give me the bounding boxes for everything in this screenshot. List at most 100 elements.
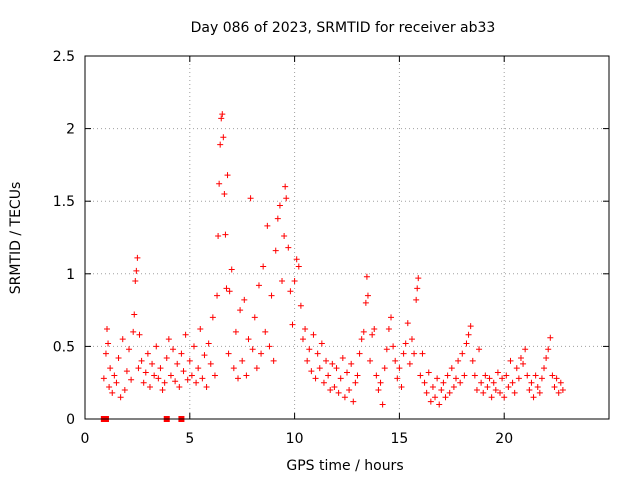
data-point	[188, 372, 195, 379]
data-point	[115, 355, 122, 362]
data-point	[128, 376, 135, 383]
data-point	[436, 401, 443, 408]
data-point	[131, 311, 138, 318]
y-axis-label: SRMTID / TECUs	[8, 182, 24, 295]
data-point	[557, 379, 564, 386]
data-point	[341, 394, 348, 401]
data-point	[482, 372, 489, 379]
data-point	[216, 180, 223, 187]
data-point	[459, 350, 466, 357]
data-point	[513, 365, 520, 372]
data-point	[396, 365, 403, 372]
data-point	[201, 352, 208, 359]
data-point	[149, 360, 156, 367]
data-point	[274, 215, 281, 222]
data-point	[310, 331, 317, 338]
data-point	[434, 375, 441, 382]
data-point	[142, 369, 149, 376]
data-point	[190, 343, 197, 350]
data-point	[245, 336, 252, 343]
data-point	[497, 389, 504, 396]
data-point	[102, 350, 109, 357]
tick-labels: 0 5 10 15 20 0 0.5 1 1.5 2 2.5	[53, 49, 513, 447]
chart-title: Day 086 of 2023, SRMTID for receiver ab3…	[191, 20, 496, 36]
x-tick-label: 10	[286, 431, 304, 447]
data-point	[119, 336, 126, 343]
data-point	[473, 386, 480, 393]
data-point	[333, 365, 340, 372]
data-point	[381, 365, 388, 372]
data-point	[167, 372, 174, 379]
data-point	[394, 375, 401, 382]
data-point	[465, 331, 472, 338]
data-point	[211, 372, 218, 379]
data-point	[215, 233, 222, 240]
data-point	[195, 365, 202, 372]
data-point	[165, 336, 172, 343]
data-point	[364, 292, 371, 299]
axis-ticks	[84, 55, 609, 420]
data-point	[448, 365, 455, 372]
data-point	[478, 379, 485, 386]
data-point	[104, 325, 111, 332]
data-point	[363, 273, 370, 280]
data-point	[329, 360, 336, 367]
data-point	[450, 384, 457, 391]
data-point	[335, 389, 342, 396]
data-point	[193, 379, 200, 386]
data-point	[469, 357, 476, 364]
data-point	[553, 375, 560, 382]
data-point	[170, 346, 177, 353]
y-tick-label: 0	[66, 412, 75, 428]
data-point	[144, 350, 151, 357]
data-point	[209, 314, 216, 321]
data-point	[232, 328, 239, 335]
data-point	[392, 357, 399, 364]
data-point	[414, 285, 421, 292]
data-point	[444, 372, 451, 379]
data-point	[486, 375, 493, 382]
data-point	[121, 386, 128, 393]
data-point	[260, 263, 267, 270]
data-point	[509, 379, 516, 386]
data-point	[136, 331, 143, 338]
data-point	[106, 384, 113, 391]
data-point	[249, 346, 256, 353]
data-point	[344, 369, 350, 376]
data-point	[214, 292, 221, 299]
data-point	[528, 379, 535, 386]
data-point	[536, 389, 543, 396]
data-point	[463, 340, 470, 347]
data-points	[100, 111, 566, 422]
data-point	[543, 355, 550, 362]
data-point	[243, 372, 250, 379]
data-point	[207, 360, 214, 367]
data-point	[285, 244, 292, 251]
data-point	[279, 278, 286, 285]
data-point	[356, 350, 363, 357]
data-point	[538, 375, 545, 382]
data-point	[230, 365, 237, 372]
data-point	[331, 384, 338, 391]
data-point	[174, 360, 181, 367]
data-point	[223, 285, 230, 292]
data-point	[337, 375, 344, 382]
data-point	[352, 379, 359, 386]
data-point	[440, 379, 447, 386]
data-point	[425, 369, 432, 376]
data-point	[390, 343, 397, 350]
data-point	[226, 288, 233, 295]
data-point	[270, 357, 277, 364]
data-point	[492, 386, 499, 393]
data-point	[239, 357, 246, 364]
data-point	[161, 379, 168, 386]
data-point	[520, 360, 527, 367]
data-point	[247, 195, 254, 202]
data-point	[109, 389, 116, 396]
data-point	[419, 350, 426, 357]
data-point	[480, 389, 487, 396]
data-point	[348, 360, 355, 367]
data-point	[413, 296, 420, 303]
data-point	[494, 369, 501, 376]
data-point	[524, 372, 531, 379]
